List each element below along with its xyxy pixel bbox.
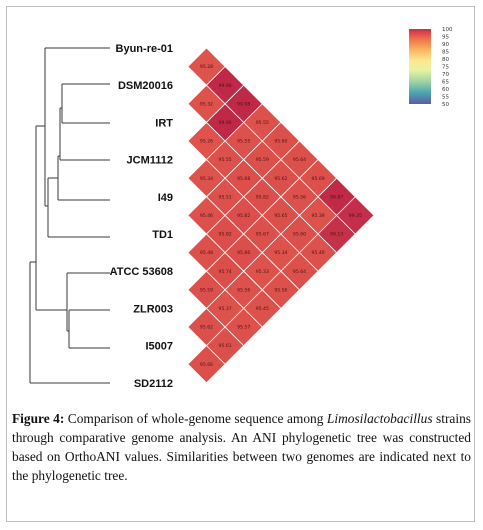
strain-label: I5007 — [145, 341, 173, 353]
ani-value-label: 95.37 — [219, 306, 232, 312]
ani-value-label: 99.96 — [219, 120, 232, 126]
ani-value-label: 95.56 — [237, 287, 250, 293]
ani-value-label: 95.56 — [274, 287, 287, 293]
strain-label: DSM20016 — [118, 80, 173, 92]
strain-label: SD2112 — [134, 378, 173, 390]
ani-value-label: 99.13 — [330, 232, 343, 238]
caption-text: strains through comparative genome analy… — [12, 411, 471, 483]
tree-branch — [29, 261, 110, 384]
ani-value-label: 95.62 — [274, 176, 287, 182]
caption-genus: Limosilactobacillus — [326, 411, 433, 426]
caption-text: Comparison of whole-genome sequence amon… — [64, 411, 327, 426]
ani-value-label: 95.39 — [312, 213, 325, 219]
ani-value-label: 95.68 — [237, 176, 250, 182]
strain-label: ZLR003 — [133, 303, 173, 315]
ani-value-label: 99.98 — [237, 101, 250, 107]
ani-value-label: 95.65 — [274, 213, 287, 219]
tree-branch — [59, 107, 110, 161]
figure-caption: Figure 4: Comparison of whole-genome seq… — [12, 409, 471, 485]
ani-value-label: 95.62 — [200, 325, 213, 331]
ani-value-label: 95.34 — [274, 250, 287, 256]
ani-value-label: 95.86 — [237, 250, 250, 256]
ani-value-label: 95.57 — [237, 325, 250, 331]
strain-labels: Byun-re-01 DSM20016 IRT JCM1112 I49 TD1 ATCC 5… — [110, 43, 174, 390]
ani-value-label: 95.82 — [219, 232, 232, 238]
ani-value-label: 95.55 — [256, 120, 269, 126]
ani-value-label: 95.59 — [200, 287, 213, 293]
legend-tick-label: 95 — [442, 35, 449, 41]
phylogenetic-tree — [29, 47, 110, 384]
ani-value-label: 95.51 — [219, 194, 232, 200]
ani-value-label: 95.55 — [237, 139, 250, 145]
ani-value-label: 95.61 — [219, 343, 232, 349]
ani-value-label: 95.28 — [200, 64, 213, 70]
tree-branch — [35, 125, 67, 311]
ani-value-label: 95.64 — [293, 269, 306, 275]
ani-triangle-matrix: 95.28 95.32 95.26 95.34 95.46 95.48 95.59 95.62… — [187, 47, 375, 384]
legend-tick-label: 55 — [442, 95, 449, 101]
ani-value-label: 95.74 — [219, 269, 232, 275]
ani-heatmap-figure: Byun-re-01 DSM20016 IRT JCM1112 I49 TD1 ATCC 5… — [29, 27, 453, 390]
ani-value-label: 95.66 — [200, 362, 213, 368]
ani-value-label: 95.32 — [200, 101, 213, 107]
legend-tick-label: 90 — [442, 42, 449, 48]
ani-value-label: 95.69 — [312, 176, 325, 182]
ani-value-label: 95.82 — [256, 194, 269, 200]
legend-tick-label: 85 — [442, 50, 449, 56]
legend-tick-label: 60 — [442, 87, 449, 93]
legend-tick-label: 50 — [442, 102, 449, 108]
ani-value-label: 95.67 — [256, 232, 269, 238]
ani-value-label: 95.82 — [237, 213, 250, 219]
ani-value-label: 95.64 — [293, 157, 306, 163]
ani-cell — [336, 196, 375, 235]
ani-value-label: 95.26 — [200, 139, 213, 145]
tree-branch — [68, 309, 110, 349]
ani-value-label: 95.46 — [200, 213, 213, 219]
tree-branch — [66, 272, 110, 332]
legend-tick-label: 75 — [442, 65, 449, 71]
tree-branch — [44, 47, 110, 207]
legend-tick-label: 70 — [442, 72, 449, 78]
ani-value-label: 95.59 — [256, 157, 269, 163]
ani-value-label: 95.49 — [312, 250, 325, 256]
ani-value-label: 95.48 — [200, 250, 213, 256]
ani-value-label: 95.45 — [256, 306, 269, 312]
strain-label: ATCC 53608 — [110, 266, 173, 278]
strain-label: TD1 — [152, 229, 173, 241]
legend-tick-label: 100 — [442, 27, 453, 33]
tree-branch — [61, 83, 110, 124]
ani-value-label: 95.60 — [293, 232, 306, 238]
strain-label: IRT — [155, 117, 173, 129]
tree-branch — [57, 155, 110, 201]
legend-tick-label: 80 — [442, 57, 449, 63]
strain-label: I49 — [158, 192, 173, 204]
ani-value-label: 95.33 — [256, 269, 269, 275]
ani-value-label: 99.35 — [349, 213, 362, 219]
strain-label: JCM1112 — [127, 155, 173, 167]
legend-tick-label: 65 — [442, 80, 449, 86]
strain-label: Byun-re-01 — [116, 43, 173, 55]
ani-value-label: 99.98 — [219, 83, 232, 89]
ani-value-label: 95.56 — [293, 194, 306, 200]
tree-branch — [47, 177, 110, 238]
ani-value-label: 95.60 — [274, 139, 287, 145]
ani-value-label: 95.34 — [200, 176, 213, 182]
figure-label: Figure 4: — [12, 411, 65, 426]
legend-color-bar — [409, 29, 431, 104]
figure-frame — [6, 6, 475, 522]
ani-value-label: 99.87 — [330, 194, 343, 200]
ani-value-label: 95.55 — [219, 157, 232, 163]
